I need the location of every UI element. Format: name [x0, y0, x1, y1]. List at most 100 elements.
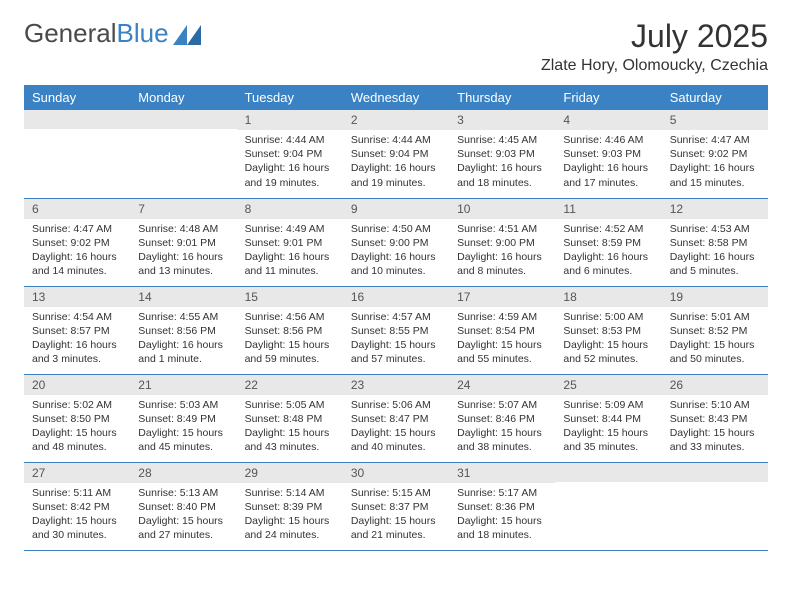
day-header-row: SundayMondayTuesdayWednesdayThursdayFrid… [24, 85, 768, 110]
day-number: 31 [449, 463, 555, 483]
day-body: Sunrise: 5:01 AMSunset: 8:52 PMDaylight:… [662, 307, 768, 373]
empty-day-number [24, 110, 130, 129]
day-cell [130, 110, 236, 198]
day-cell [662, 462, 768, 550]
day-cell: 21Sunrise: 5:03 AMSunset: 8:49 PMDayligh… [130, 374, 236, 462]
day-body: Sunrise: 4:48 AMSunset: 9:01 PMDaylight:… [130, 219, 236, 285]
week-row: 1Sunrise: 4:44 AMSunset: 9:04 PMDaylight… [24, 110, 768, 198]
day-number: 4 [555, 110, 661, 130]
day-cell: 10Sunrise: 4:51 AMSunset: 9:00 PMDayligh… [449, 198, 555, 286]
day-cell: 17Sunrise: 4:59 AMSunset: 8:54 PMDayligh… [449, 286, 555, 374]
day-body: Sunrise: 4:57 AMSunset: 8:55 PMDaylight:… [343, 307, 449, 373]
day-cell [555, 462, 661, 550]
day-body: Sunrise: 4:50 AMSunset: 9:00 PMDaylight:… [343, 219, 449, 285]
day-body: Sunrise: 4:59 AMSunset: 8:54 PMDaylight:… [449, 307, 555, 373]
day-number: 16 [343, 287, 449, 307]
day-cell: 13Sunrise: 4:54 AMSunset: 8:57 PMDayligh… [24, 286, 130, 374]
empty-day-number [555, 463, 661, 482]
day-body: Sunrise: 5:15 AMSunset: 8:37 PMDaylight:… [343, 483, 449, 549]
empty-day-number [130, 110, 236, 129]
day-number: 18 [555, 287, 661, 307]
location: Zlate Hory, Olomoucky, Czechia [541, 57, 768, 75]
month-title: July 2025 [541, 18, 768, 55]
day-cell: 25Sunrise: 5:09 AMSunset: 8:44 PMDayligh… [555, 374, 661, 462]
day-number: 5 [662, 110, 768, 130]
day-body: Sunrise: 4:56 AMSunset: 8:56 PMDaylight:… [237, 307, 343, 373]
day-body: Sunrise: 5:02 AMSunset: 8:50 PMDaylight:… [24, 395, 130, 461]
day-body: Sunrise: 4:46 AMSunset: 9:03 PMDaylight:… [555, 130, 661, 196]
logo: GeneralBlue [24, 18, 201, 49]
day-body: Sunrise: 4:45 AMSunset: 9:03 PMDaylight:… [449, 130, 555, 196]
day-body: Sunrise: 4:47 AMSunset: 9:02 PMDaylight:… [662, 130, 768, 196]
day-number: 21 [130, 375, 236, 395]
day-number: 30 [343, 463, 449, 483]
day-number: 13 [24, 287, 130, 307]
day-cell: 29Sunrise: 5:14 AMSunset: 8:39 PMDayligh… [237, 462, 343, 550]
day-body: Sunrise: 5:05 AMSunset: 8:48 PMDaylight:… [237, 395, 343, 461]
day-body: Sunrise: 5:14 AMSunset: 8:39 PMDaylight:… [237, 483, 343, 549]
day-number: 10 [449, 199, 555, 219]
calendar-table: SundayMondayTuesdayWednesdayThursdayFrid… [24, 85, 768, 551]
day-body: Sunrise: 4:55 AMSunset: 8:56 PMDaylight:… [130, 307, 236, 373]
day-number: 24 [449, 375, 555, 395]
day-cell: 20Sunrise: 5:02 AMSunset: 8:50 PMDayligh… [24, 374, 130, 462]
logo-text-2: Blue [117, 18, 169, 49]
day-body: Sunrise: 5:03 AMSunset: 8:49 PMDaylight:… [130, 395, 236, 461]
day-header: Thursday [449, 85, 555, 110]
day-cell: 22Sunrise: 5:05 AMSunset: 8:48 PMDayligh… [237, 374, 343, 462]
day-cell: 26Sunrise: 5:10 AMSunset: 8:43 PMDayligh… [662, 374, 768, 462]
day-cell: 19Sunrise: 5:01 AMSunset: 8:52 PMDayligh… [662, 286, 768, 374]
day-body: Sunrise: 5:13 AMSunset: 8:40 PMDaylight:… [130, 483, 236, 549]
day-cell: 7Sunrise: 4:48 AMSunset: 9:01 PMDaylight… [130, 198, 236, 286]
day-number: 8 [237, 199, 343, 219]
day-number: 14 [130, 287, 236, 307]
day-number: 6 [24, 199, 130, 219]
day-body: Sunrise: 4:44 AMSunset: 9:04 PMDaylight:… [343, 130, 449, 196]
logo-text-1: General [24, 18, 117, 49]
day-number: 3 [449, 110, 555, 130]
day-body: Sunrise: 5:00 AMSunset: 8:53 PMDaylight:… [555, 307, 661, 373]
day-header: Friday [555, 85, 661, 110]
day-cell: 2Sunrise: 4:44 AMSunset: 9:04 PMDaylight… [343, 110, 449, 198]
day-number: 28 [130, 463, 236, 483]
week-row: 13Sunrise: 4:54 AMSunset: 8:57 PMDayligh… [24, 286, 768, 374]
day-number: 22 [237, 375, 343, 395]
day-cell: 31Sunrise: 5:17 AMSunset: 8:36 PMDayligh… [449, 462, 555, 550]
day-number: 11 [555, 199, 661, 219]
day-header: Monday [130, 85, 236, 110]
day-header: Sunday [24, 85, 130, 110]
day-number: 17 [449, 287, 555, 307]
day-number: 29 [237, 463, 343, 483]
day-number: 1 [237, 110, 343, 130]
day-cell: 23Sunrise: 5:06 AMSunset: 8:47 PMDayligh… [343, 374, 449, 462]
day-cell: 11Sunrise: 4:52 AMSunset: 8:59 PMDayligh… [555, 198, 661, 286]
day-cell: 12Sunrise: 4:53 AMSunset: 8:58 PMDayligh… [662, 198, 768, 286]
day-cell: 6Sunrise: 4:47 AMSunset: 9:02 PMDaylight… [24, 198, 130, 286]
week-row: 6Sunrise: 4:47 AMSunset: 9:02 PMDaylight… [24, 198, 768, 286]
day-number: 20 [24, 375, 130, 395]
day-cell: 4Sunrise: 4:46 AMSunset: 9:03 PMDaylight… [555, 110, 661, 198]
day-header: Saturday [662, 85, 768, 110]
day-cell: 1Sunrise: 4:44 AMSunset: 9:04 PMDaylight… [237, 110, 343, 198]
day-header: Wednesday [343, 85, 449, 110]
day-number: 7 [130, 199, 236, 219]
empty-day-number [662, 463, 768, 482]
week-row: 20Sunrise: 5:02 AMSunset: 8:50 PMDayligh… [24, 374, 768, 462]
day-body: Sunrise: 4:54 AMSunset: 8:57 PMDaylight:… [24, 307, 130, 373]
day-cell: 30Sunrise: 5:15 AMSunset: 8:37 PMDayligh… [343, 462, 449, 550]
day-cell: 14Sunrise: 4:55 AMSunset: 8:56 PMDayligh… [130, 286, 236, 374]
day-number: 23 [343, 375, 449, 395]
day-body: Sunrise: 4:52 AMSunset: 8:59 PMDaylight:… [555, 219, 661, 285]
day-cell: 5Sunrise: 4:47 AMSunset: 9:02 PMDaylight… [662, 110, 768, 198]
day-body: Sunrise: 4:49 AMSunset: 9:01 PMDaylight:… [237, 219, 343, 285]
day-cell: 24Sunrise: 5:07 AMSunset: 8:46 PMDayligh… [449, 374, 555, 462]
day-body: Sunrise: 5:11 AMSunset: 8:42 PMDaylight:… [24, 483, 130, 549]
day-cell: 9Sunrise: 4:50 AMSunset: 9:00 PMDaylight… [343, 198, 449, 286]
header: GeneralBlue July 2025 Zlate Hory, Olomou… [24, 18, 768, 75]
day-body: Sunrise: 4:44 AMSunset: 9:04 PMDaylight:… [237, 130, 343, 196]
day-cell: 15Sunrise: 4:56 AMSunset: 8:56 PMDayligh… [237, 286, 343, 374]
day-cell [24, 110, 130, 198]
day-number: 26 [662, 375, 768, 395]
day-body: Sunrise: 5:17 AMSunset: 8:36 PMDaylight:… [449, 483, 555, 549]
day-body: Sunrise: 5:10 AMSunset: 8:43 PMDaylight:… [662, 395, 768, 461]
